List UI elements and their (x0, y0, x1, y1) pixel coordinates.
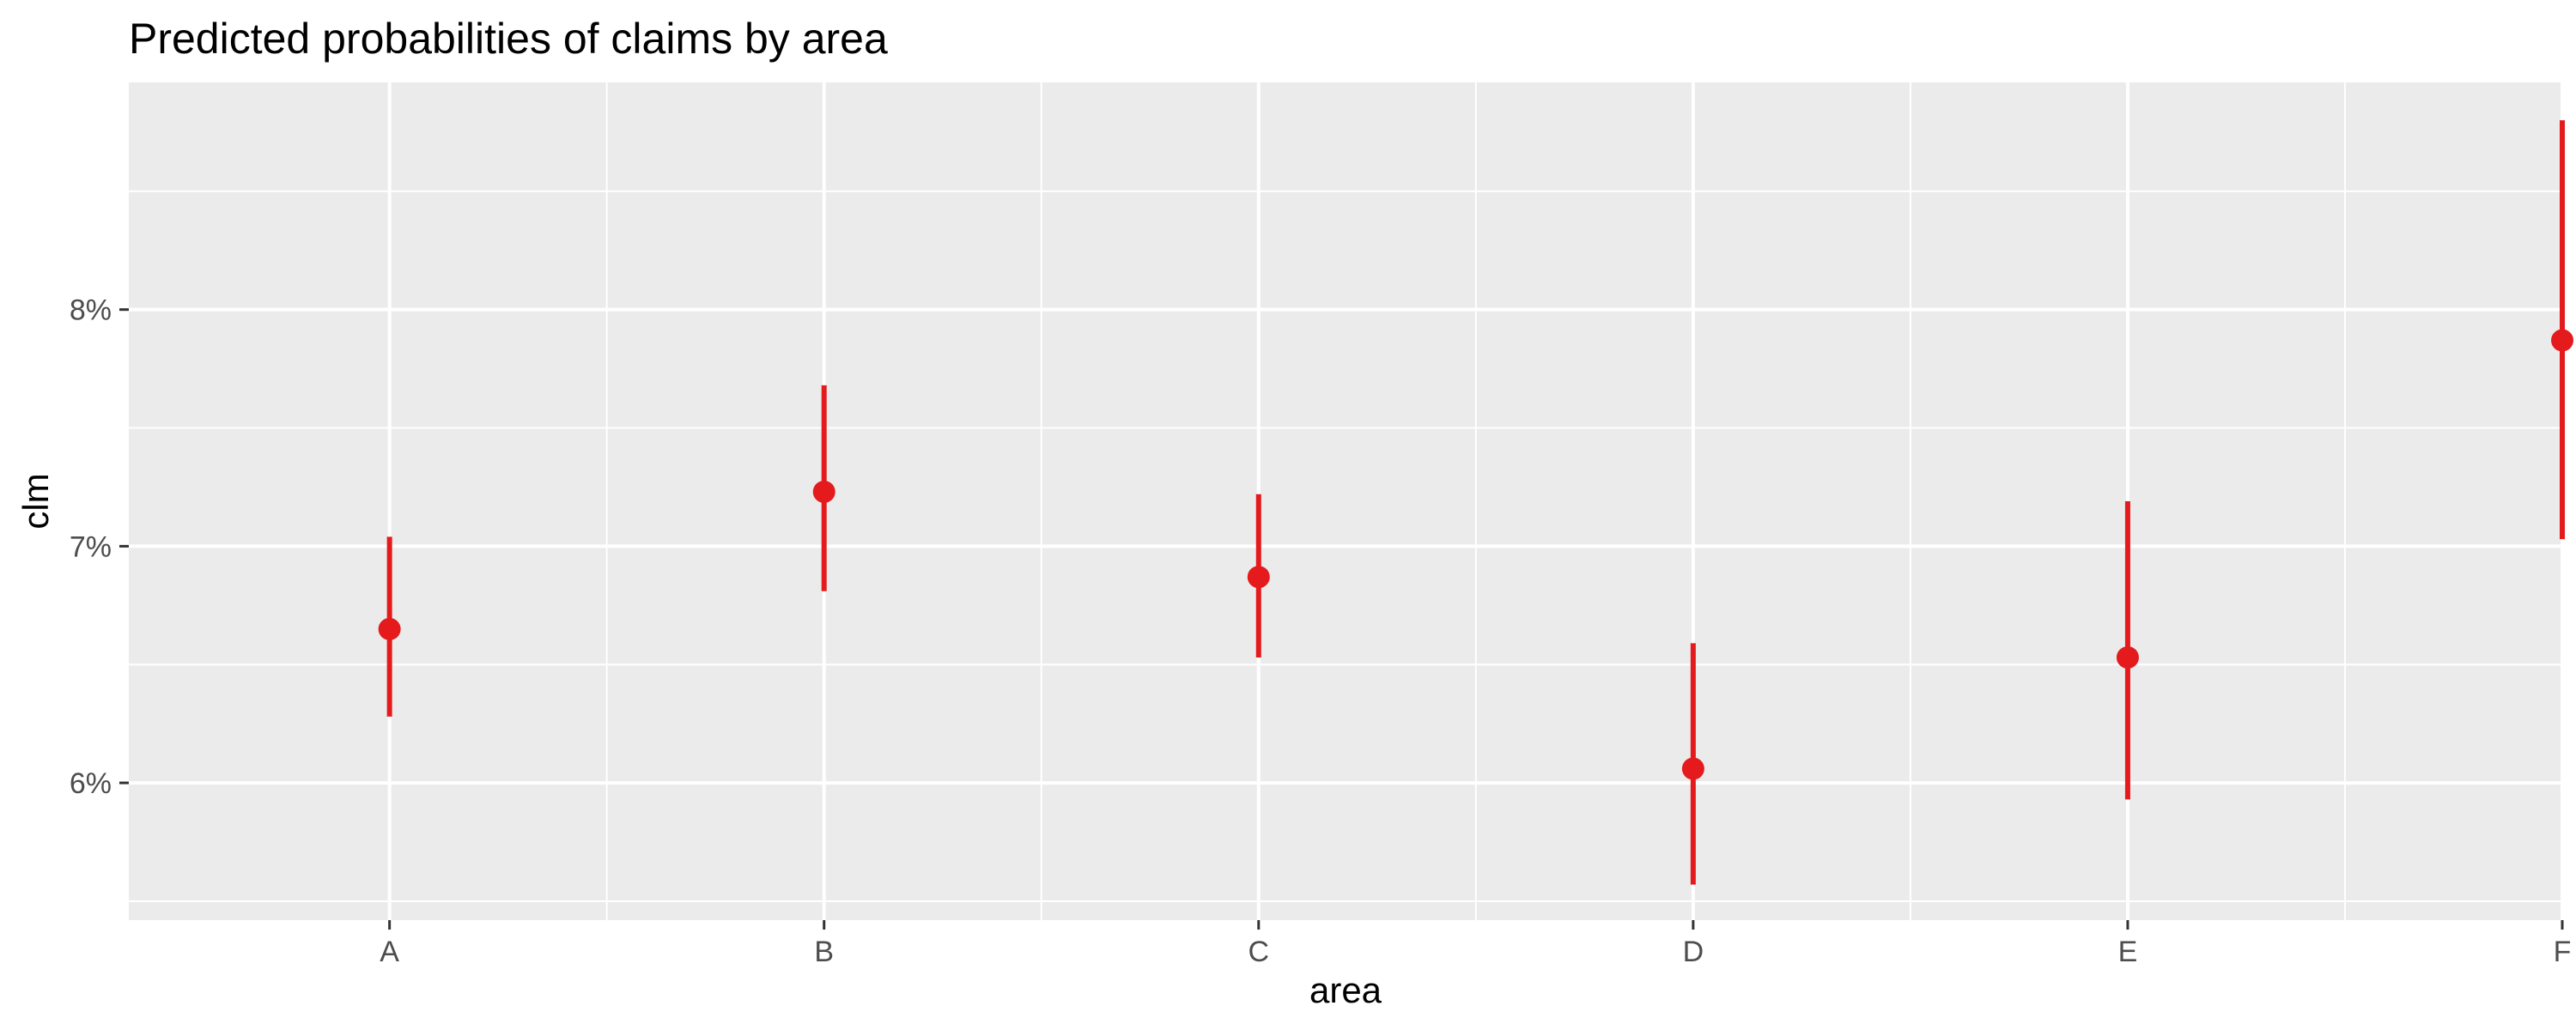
grid-minor (129, 82, 2562, 920)
x-tick-label: C (1249, 936, 1270, 968)
data-point (1247, 566, 1270, 589)
y-tick-label: 7% (70, 530, 112, 563)
axis-ticks (119, 308, 2564, 930)
x-tick-label: F (2554, 936, 2572, 968)
x-tick-label: E (2118, 936, 2138, 968)
x-axis-title: area (1309, 970, 1382, 1010)
x-tick-labels: A B C D E F (380, 936, 2571, 968)
data-point (2116, 645, 2139, 669)
y-tick-label: 8% (70, 294, 112, 327)
x-tick-label: B (814, 936, 834, 968)
x-tick-label: A (380, 936, 399, 968)
data-point (378, 617, 401, 640)
plot-panel (129, 82, 2562, 920)
data-marks (378, 120, 2573, 885)
data-point (1681, 757, 1704, 780)
y-axis-title: clm (15, 473, 56, 529)
x-tick-label: D (1683, 936, 1704, 968)
data-point (2551, 329, 2573, 352)
data-point (812, 480, 835, 503)
y-tick-label: 6% (70, 767, 112, 800)
y-tick-labels: 6% 7% 8% (70, 294, 112, 800)
chart-title: Predicted probabilities of claims by are… (129, 15, 888, 63)
